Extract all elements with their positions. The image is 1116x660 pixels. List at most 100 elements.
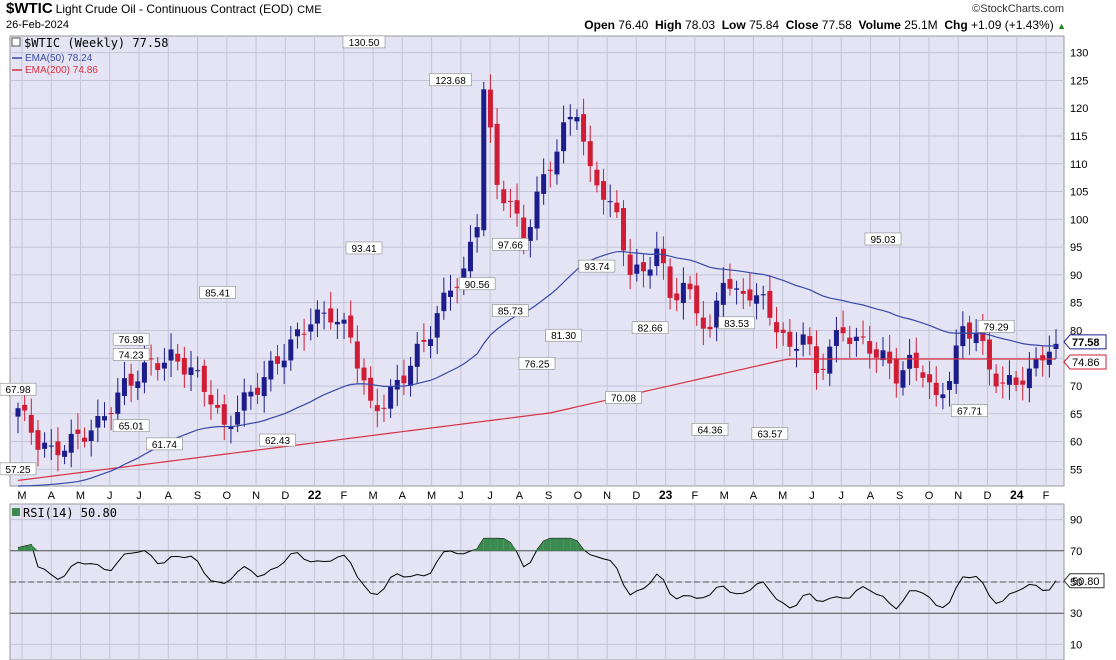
rsi-overbought-fill: [583, 549, 591, 551]
candle-body: [940, 394, 946, 399]
price-tick-label: 100: [1070, 214, 1088, 226]
annotation-label: 130.50: [349, 38, 380, 49]
price-tag-box: [1063, 354, 1107, 370]
x-tick-label: S: [545, 490, 552, 502]
rsi-overbought-fill: [576, 540, 584, 551]
candle-body: [893, 359, 899, 384]
candle-body: [687, 283, 693, 290]
candle-body: [774, 322, 780, 333]
annotation-box: [112, 419, 150, 433]
annotation-label: 67.71: [957, 407, 982, 418]
x-tick-label: S: [194, 490, 201, 502]
candle-body: [1006, 375, 1012, 385]
candle-body: [714, 300, 720, 328]
candle-body: [82, 437, 88, 442]
candle-body: [168, 349, 174, 361]
candle-body: [813, 346, 819, 374]
annotation-box: [0, 382, 37, 396]
candle-body: [567, 116, 573, 120]
annotation-box: [718, 316, 755, 330]
candle-body: [860, 336, 866, 338]
rsi-overbought-fill: [537, 541, 544, 551]
y-axis-labels: 556065707580859095100105110115120125130: [1070, 48, 1088, 477]
annotation-label: 93.74: [584, 262, 609, 273]
annotation-box: [518, 356, 556, 370]
annotation-box: [199, 286, 236, 299]
candle-body: [115, 392, 121, 414]
price-tick-label: 110: [1070, 159, 1088, 171]
candle-body: [521, 217, 527, 245]
candle-body: [354, 341, 360, 369]
annotation-label: 85.41: [205, 288, 230, 299]
candle-body: [680, 282, 686, 303]
rsi-value-tag: [1063, 573, 1105, 589]
rsi-legend: RSI(14) 50.80: [12, 506, 117, 520]
price-tick-label: 95: [1070, 242, 1082, 254]
annotation-box: [259, 433, 296, 447]
candle-body: [720, 282, 726, 305]
rsi-overbought-fill: [31, 544, 38, 551]
price-tags: 77.58 74.86: [1063, 334, 1107, 370]
candle-body: [634, 264, 640, 274]
legend-ema200: EMA(200) 74.86: [25, 65, 98, 76]
x-tick-label: O: [925, 490, 934, 502]
price-panel: [9, 35, 1065, 487]
legend-rsi: RSI(14) 50.80: [23, 506, 117, 520]
annotation-label: 85.73: [498, 307, 523, 318]
brand-logo[interactable]: ©StockCharts.com: [972, 3, 1064, 15]
candle-body: [694, 285, 700, 314]
annotation-box: [492, 238, 529, 251]
x-tick-label: J: [487, 490, 493, 502]
candle-body: [853, 336, 859, 341]
candle-body: [494, 123, 500, 185]
x-tick-label: O: [574, 490, 583, 502]
candle-body: [388, 386, 394, 409]
candle-body: [960, 326, 966, 347]
candle-body: [880, 350, 886, 361]
volume-value: 25.1M: [904, 18, 938, 32]
candle-body: [328, 308, 334, 323]
candle-body: [62, 450, 68, 457]
price-tick-label: 55: [1070, 464, 1082, 476]
candle-body: [840, 327, 846, 334]
x-tick-label: F: [692, 490, 699, 502]
candle-body: [334, 321, 340, 325]
candle-body: [341, 319, 347, 324]
candle-body: [807, 336, 813, 345]
candle-body: [181, 357, 187, 375]
candle-body: [408, 365, 414, 386]
close-label: Close: [785, 18, 819, 32]
x-tick-label: J: [136, 490, 142, 502]
x-tick-label: D: [281, 490, 289, 502]
rsi-tick-label: 50: [1070, 577, 1082, 589]
annotation-label: 61.74: [152, 440, 177, 451]
candle-body: [288, 339, 294, 361]
candle-body: [740, 290, 746, 294]
candle-body: [986, 339, 992, 370]
candle-body: [208, 394, 214, 405]
rsi-overbought-fill: [483, 538, 491, 551]
rsi-overbought-fill: [563, 538, 571, 551]
candle-body: [627, 254, 633, 275]
candle-body: [487, 89, 493, 128]
candle-body: [55, 441, 61, 456]
x-tick-label: M: [17, 490, 26, 502]
candle-body: [75, 429, 81, 434]
candle-body: [381, 407, 387, 409]
candle-body: [967, 322, 972, 339]
annotation-label: 90.56: [465, 280, 490, 291]
x-tick-label: J: [838, 490, 844, 502]
candle-body: [621, 208, 626, 251]
candle-body: [1000, 382, 1006, 384]
price-annotations: 67.98 57.25 76.98 74.23 65.01 61.74 85.41 62.43…: [0, 35, 1015, 476]
ohlc-summary: Open 76.40 High 78.03 Low 75.84 Close 77…: [584, 18, 1066, 32]
annotation-box: [492, 304, 529, 317]
low-label: Low: [721, 18, 746, 32]
rsi-overbought-fill: [543, 538, 551, 551]
candle-body: [933, 382, 939, 396]
x-axis-labels: M A M J J A S O N D 22 F M A M J J A S O N D 23 F M A M J J A S O N D 24 F: [17, 488, 1049, 502]
candle-body: [574, 117, 580, 122]
x-tick-label: M: [720, 490, 729, 502]
candle-body: [255, 387, 261, 395]
